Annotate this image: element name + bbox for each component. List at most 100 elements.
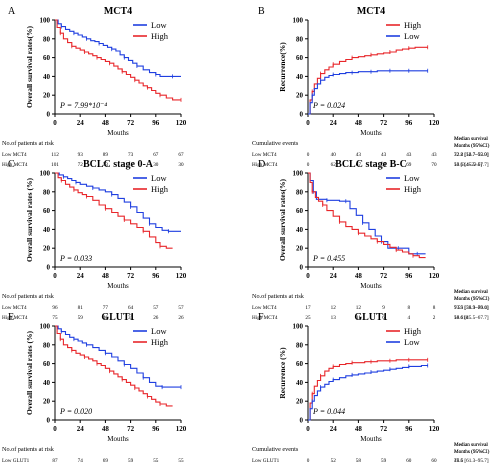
x-tick-label: 0 <box>53 425 57 433</box>
risk-row-value: 89 <box>103 152 109 158</box>
legend-label-low: Low <box>404 337 420 347</box>
y-tick-label: 0 <box>47 264 51 272</box>
chart-title: GLUT1 <box>354 312 387 323</box>
x-tick-label: 120 <box>176 425 187 433</box>
p-value: P = 0.455 <box>312 254 345 263</box>
risk-row-value: 55 <box>153 458 159 464</box>
risk-row-value: 35 <box>128 315 134 321</box>
risk-row-value: 53 <box>103 162 109 168</box>
chart-title: BCLC stage 0-A <box>83 159 154 170</box>
risk-row-label: Low MCT4 <box>2 152 27 158</box>
median-header: Median survival <box>454 442 488 448</box>
risk-row-value: 0 <box>307 458 310 464</box>
risk-row-value: 43 <box>356 152 362 158</box>
legend-label-low: Low <box>151 173 167 183</box>
risk-row-label: High MCT4 <box>2 162 28 168</box>
y-tick-label: 20 <box>296 245 304 253</box>
risk-row-value: 68 <box>381 162 387 168</box>
legend-label-high: High <box>404 20 422 30</box>
y-tick-label: 60 <box>43 360 51 368</box>
median-header: Months (95%CI) <box>454 142 490 149</box>
y-tick-label: 40 <box>296 73 304 81</box>
y-tick-label: 80 <box>296 341 304 349</box>
x-axis-label: Mouths <box>360 129 382 137</box>
x-tick-label: 72 <box>127 425 135 433</box>
chart-title: MCT4 <box>357 6 385 17</box>
y-tick-label: 100 <box>40 170 51 178</box>
y-tick-label: 80 <box>43 35 51 43</box>
risk-row-value: 2 <box>433 315 436 321</box>
median-header: Median survival <box>454 289 488 295</box>
p-value: P = 0.020 <box>59 407 92 416</box>
panel-letter: E <box>8 312 14 323</box>
x-tick-label: 72 <box>380 272 388 280</box>
risk-row-label: Low MCT4 <box>2 305 27 311</box>
p-value: P = 0.033 <box>59 254 92 263</box>
x-tick-label: 0 <box>306 425 310 433</box>
median-value: 56.6 [45.5–67.7] <box>454 162 489 168</box>
legend-label-high: High <box>151 184 169 194</box>
legend-label-low: Low <box>404 31 420 41</box>
x-tick-label: 48 <box>102 425 110 433</box>
risk-table-title: No.of patients at risk <box>2 140 55 147</box>
panel-a: A MCT4 0 20 40 60 80 100 0 24 48 72 96 120 Mouths Overa… <box>2 6 490 168</box>
x-tick-label: 120 <box>176 119 187 127</box>
y-tick-label: 60 <box>296 360 304 368</box>
legend-label-high: High <box>404 326 422 336</box>
median-header: Months (95%CI) <box>454 295 490 302</box>
median-header: Median survival <box>454 136 488 142</box>
x-tick-label: 96 <box>152 119 160 127</box>
panel-letter: B <box>258 6 265 17</box>
y-tick-label: 20 <box>296 92 304 100</box>
median-value: 9.55 [38.9–76.4] <box>454 305 489 311</box>
y-tick-label: 20 <box>43 245 51 253</box>
series-low-line <box>308 172 426 255</box>
risk-table-title: Cumulative events <box>252 140 299 147</box>
risk-row-value: 60 <box>406 458 412 464</box>
y-tick-label: 40 <box>43 379 51 387</box>
median-value: 78.5 [61.3–95.7] <box>454 458 489 464</box>
y-tick-label: 100 <box>40 323 51 331</box>
median-header: Months (95%CI) <box>454 448 490 455</box>
y-tick-label: 60 <box>43 54 51 62</box>
risk-row-value: 8 <box>433 305 436 311</box>
y-tick-label: 20 <box>43 92 51 100</box>
chart-title: GLUT1 <box>101 312 134 323</box>
risk-row-value: 67 <box>356 162 362 168</box>
x-tick-label: 48 <box>102 119 110 127</box>
risk-row-value: 8 <box>408 305 411 311</box>
risk-row-value: 43 <box>381 152 387 158</box>
median-value: 56.6 [45.5–67.7] <box>454 315 489 321</box>
risk-row-value: 41 <box>128 162 134 168</box>
risk-row-value: 62 <box>331 162 337 168</box>
y-axis-label: Recurrence (%) <box>278 347 287 399</box>
x-axis-label: Mouths <box>360 435 382 443</box>
x-tick-label: 24 <box>77 119 85 127</box>
risk-row-value: 77 <box>103 305 109 311</box>
legend-label-high: High <box>151 31 169 41</box>
x-tick-label: 96 <box>405 425 413 433</box>
x-tick-label: 72 <box>380 425 388 433</box>
x-tick-label: 0 <box>53 272 57 280</box>
median-value: 32.2 [16.7–55.0] <box>454 152 489 158</box>
risk-row-value: 59 <box>128 458 134 464</box>
x-tick-label: 48 <box>355 425 363 433</box>
risk-row-value: 93 <box>78 152 84 158</box>
median-header: Months (95%CI) <box>454 142 490 149</box>
x-tick-label: 24 <box>330 119 338 127</box>
y-tick-label: 40 <box>296 226 304 234</box>
y-tick-label: 60 <box>296 54 304 62</box>
risk-row-value: 64 <box>128 305 134 311</box>
y-tick-label: 100 <box>293 170 304 178</box>
median-header: Median survival <box>454 136 488 142</box>
y-tick-label: 40 <box>43 226 51 234</box>
risk-row-value: 30 <box>178 162 184 168</box>
risk-row-value: 46 <box>103 315 109 321</box>
risk-row-value: 43 <box>406 152 412 158</box>
y-tick-label: 0 <box>300 264 304 272</box>
legend-label-high: High <box>404 184 422 194</box>
legend-label-low: Low <box>404 173 420 183</box>
